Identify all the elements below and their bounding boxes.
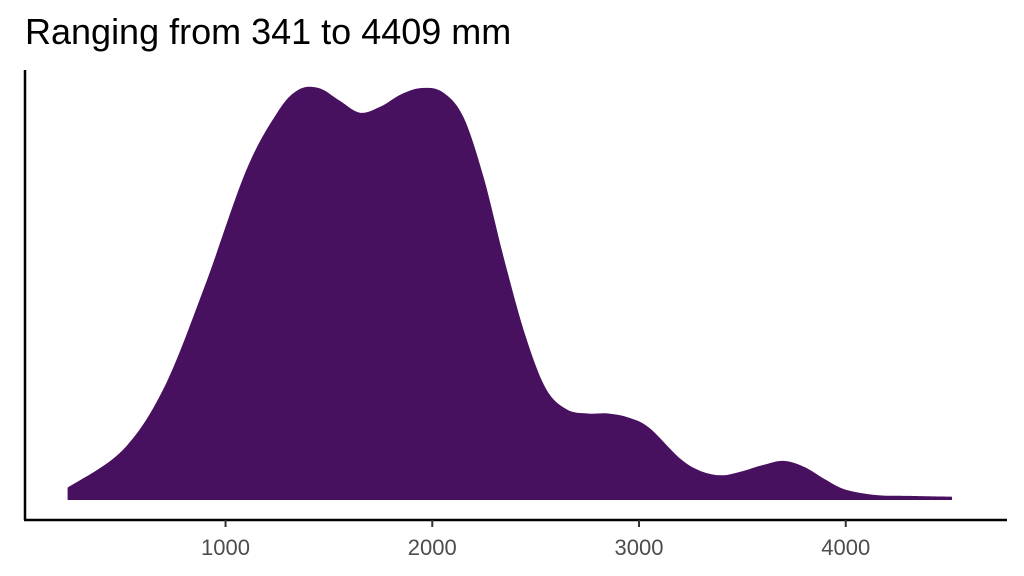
x-tick-label: 2000 (408, 535, 457, 560)
x-tick-label: 4000 (821, 535, 870, 560)
x-tick-label: 3000 (615, 535, 664, 560)
density-layer (67, 86, 953, 500)
chart-title: Ranging from 341 to 4409 mm (25, 11, 512, 52)
x-tick-label: 1000 (201, 535, 250, 560)
density-area-0 (67, 86, 953, 500)
x-axis-ticks: 1000 2000 3000 4000 (201, 520, 870, 560)
